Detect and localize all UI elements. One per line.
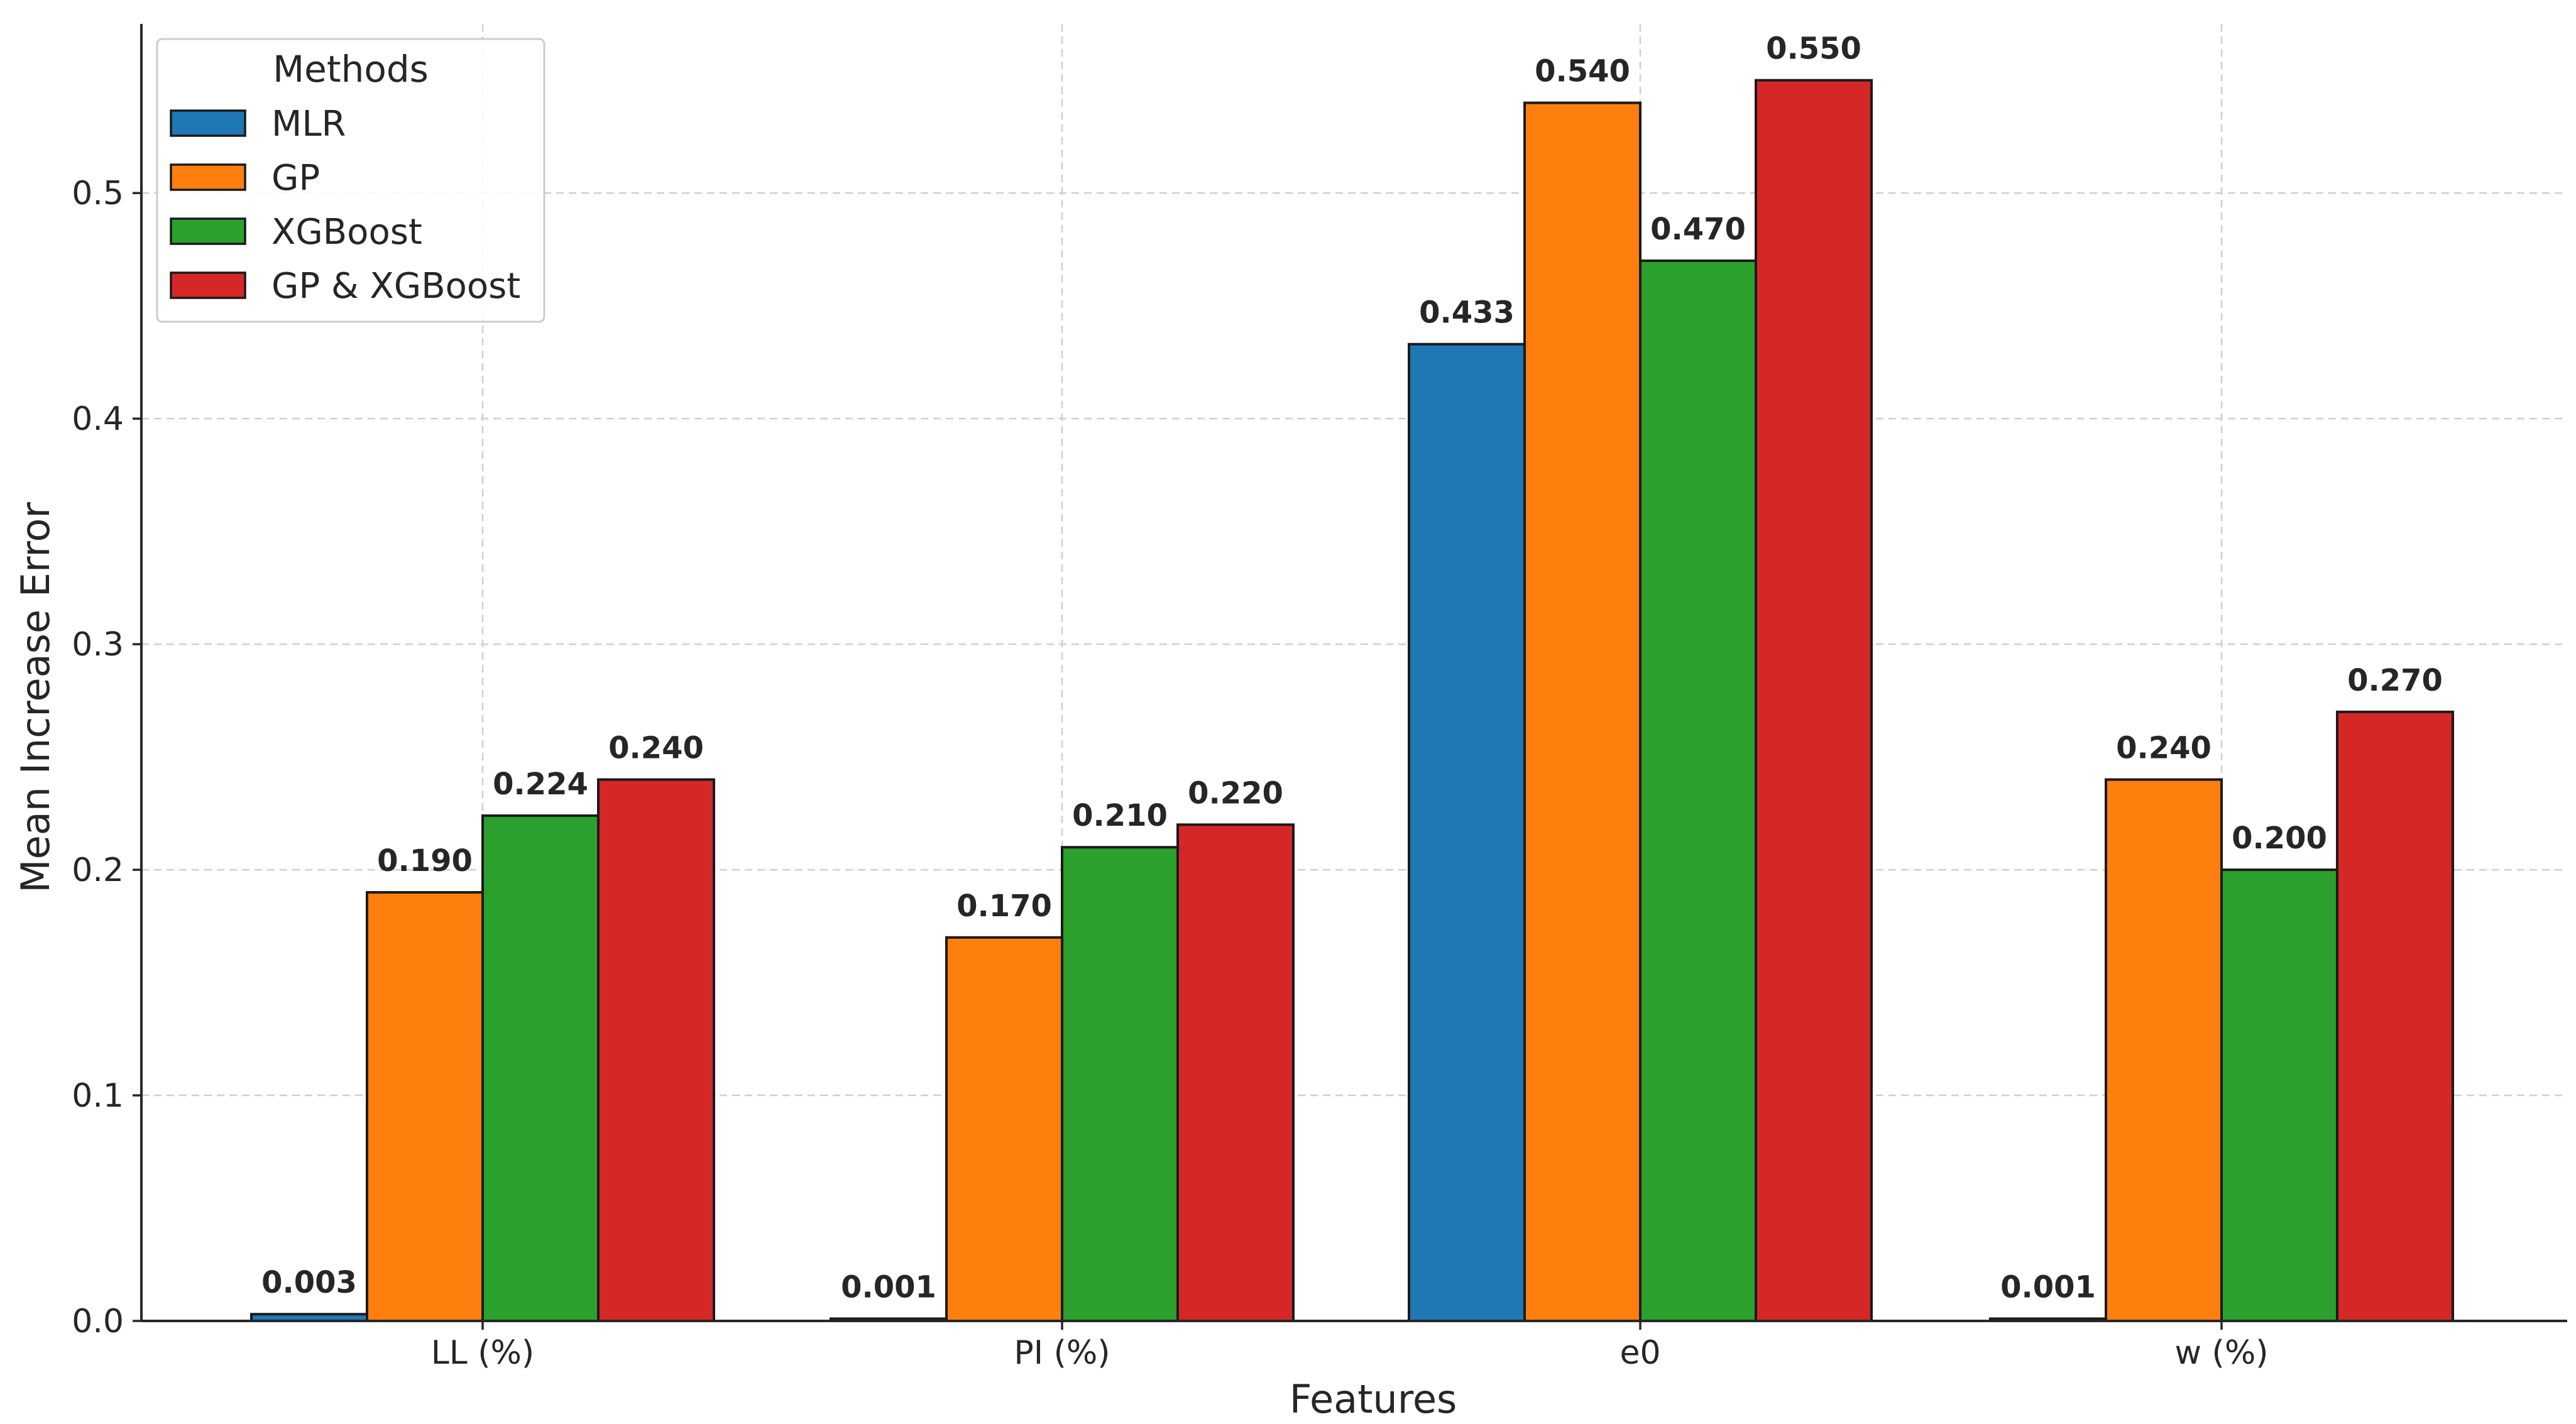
bar-xgboost-3 bbox=[2220, 868, 2338, 1322]
legend-swatch bbox=[170, 271, 246, 299]
bar-gp-xgboost-3 bbox=[2336, 710, 2454, 1322]
bar-xgboost-2 bbox=[1639, 259, 1757, 1323]
legend-label: MLR bbox=[271, 104, 346, 145]
legend-box bbox=[156, 38, 545, 323]
data-label: 0.240 bbox=[2116, 731, 2212, 766]
bar-gp-xgboost-1 bbox=[1176, 823, 1295, 1322]
y-tick-label: 0.2 bbox=[72, 852, 124, 889]
legend-label: GP & XGBoost bbox=[271, 266, 520, 307]
axes: 0.0 0.1 0.2 0.3 0.4 0.5 LL (%) PI (%) e0 w (%) bbox=[72, 24, 2567, 1372]
data-label: 0.550 bbox=[1766, 31, 1861, 67]
bar-gp-0 bbox=[366, 890, 484, 1323]
bar-xgboost-0 bbox=[481, 814, 600, 1322]
legend-label: GP bbox=[271, 158, 320, 199]
bar-gp-1 bbox=[945, 936, 1063, 1322]
y-tick-label: 0.5 bbox=[72, 175, 124, 212]
legend: Methods MLR GP XGBoost GP & XGBoost bbox=[156, 38, 545, 323]
data-label: 0.001 bbox=[841, 1269, 936, 1305]
x-tick-label: w (%) bbox=[2174, 1334, 2268, 1372]
data-label: 0.433 bbox=[1419, 295, 1515, 331]
legend-items: MLR GP XGBoost GP & XGBoost bbox=[170, 104, 520, 307]
data-label: 0.224 bbox=[493, 767, 588, 802]
legend-swatch bbox=[170, 217, 246, 245]
legend-label: XGBoost bbox=[271, 212, 422, 253]
bar-gp-3 bbox=[2105, 778, 2223, 1323]
y-axis-title: Mean Increase Error bbox=[13, 502, 58, 893]
data-label: 0.270 bbox=[2347, 663, 2443, 698]
x-tick-label: PI (%) bbox=[1014, 1334, 1110, 1372]
bar-gp-2 bbox=[1523, 101, 1642, 1323]
legend-swatch bbox=[170, 163, 246, 191]
y-tick-label: 0.3 bbox=[72, 626, 124, 664]
data-label: 0.190 bbox=[377, 843, 473, 879]
data-label: 0.540 bbox=[1535, 54, 1630, 89]
bar-gp-xgboost-2 bbox=[1755, 79, 1873, 1322]
x-tick-label: LL (%) bbox=[431, 1334, 534, 1372]
data-label: 0.220 bbox=[1188, 775, 1283, 811]
bar-mlr-2 bbox=[1408, 342, 1526, 1322]
data-label: 0.210 bbox=[1072, 798, 1168, 833]
data-labels: 0.003 0.001 0.433 0.001 0.190 0.170 0.540 0.240… bbox=[261, 31, 2443, 1305]
data-label: 0.470 bbox=[1650, 212, 1746, 247]
bar-xgboost-1 bbox=[1061, 846, 1179, 1322]
data-label: 0.240 bbox=[608, 731, 704, 766]
legend-swatch bbox=[170, 109, 246, 137]
bars bbox=[250, 79, 2454, 1323]
legend-title: Methods bbox=[273, 48, 429, 90]
y-tick-label: 0.4 bbox=[72, 400, 124, 438]
data-label: 0.170 bbox=[956, 889, 1052, 924]
data-label: 0.003 bbox=[261, 1265, 357, 1300]
y-tick-label: 0.1 bbox=[72, 1077, 124, 1115]
y-tick-label: 0.0 bbox=[72, 1303, 124, 1340]
x-axis-title: Features bbox=[1290, 1376, 1457, 1422]
data-label: 0.001 bbox=[2000, 1269, 2096, 1305]
data-label: 0.200 bbox=[2232, 821, 2327, 856]
x-tick-label: e0 bbox=[1620, 1334, 1660, 1372]
bar-gp-xgboost-0 bbox=[597, 778, 715, 1323]
